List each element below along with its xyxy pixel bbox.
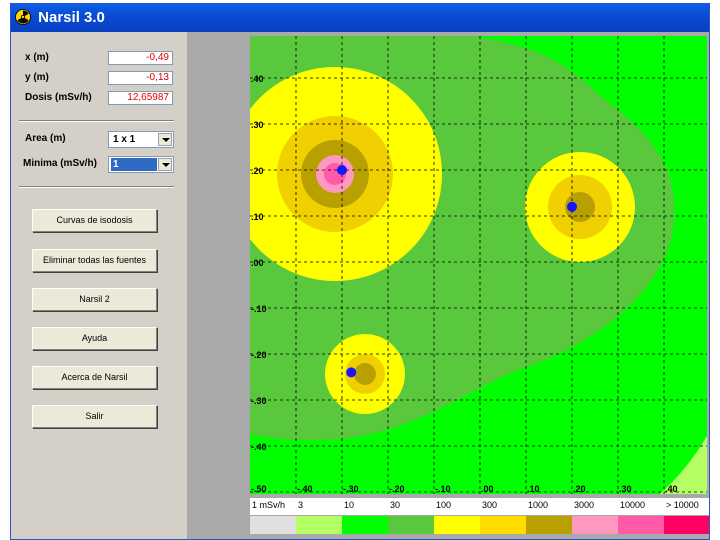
dose-map[interactable]: .40 .30 .20 .10 .00 -.10 -.20 -.30 -.40 -.50 -.40… bbox=[240, 36, 707, 494]
dose-label: Dosis (mSv/h) bbox=[25, 92, 92, 103]
legend-swatch bbox=[250, 516, 296, 534]
minima-label: Minima (mSv/h) bbox=[23, 158, 97, 169]
legend-swatch bbox=[342, 516, 388, 534]
dose-zone-olive bbox=[565, 192, 595, 222]
y-tick-label: .00 bbox=[251, 258, 264, 268]
x-label: x (m) bbox=[25, 52, 49, 63]
dose-band-1-3 bbox=[660, 436, 707, 494]
radiation-source-marker[interactable] bbox=[567, 201, 577, 212]
area-label: Area (m) bbox=[25, 133, 66, 144]
legend-swatch bbox=[480, 516, 526, 534]
dose-zone-olive bbox=[354, 363, 376, 385]
y-tick-label: -.40 bbox=[251, 442, 267, 452]
legend-swatch bbox=[434, 516, 480, 534]
legend-labels: 1 mSv/h 3 10 30 100 300 1000 3000 10000 > 10000 bbox=[250, 498, 709, 515]
legend-label: 1 mSv/h bbox=[252, 500, 286, 510]
y-tick-label: .10 bbox=[251, 212, 264, 222]
app-window: Narsil 3.0 x (m) -0,49 y (m) -0,13 Dosis… bbox=[10, 3, 710, 540]
legend-label: > 10000 bbox=[666, 500, 699, 510]
legend-label: 10000 bbox=[620, 500, 646, 510]
x-tick-label: .30 bbox=[619, 484, 632, 494]
minima-select[interactable]: 1 bbox=[108, 156, 174, 173]
map-grid bbox=[250, 36, 707, 494]
y-value-field: -0,13 bbox=[108, 71, 173, 85]
legend-colors bbox=[250, 516, 709, 534]
legend-label: 300 bbox=[482, 500, 498, 510]
y-axis-ticks: .40 .30 .20 .10 .00 -.10 -.20 -.30 -.40 bbox=[251, 74, 267, 452]
legend-swatch bbox=[296, 516, 342, 534]
radiation-source-marker[interactable] bbox=[337, 165, 347, 175]
window-title: Narsil 3.0 bbox=[38, 9, 105, 26]
area-select-value: 1 x 1 bbox=[113, 134, 136, 145]
legend-label: 30 bbox=[390, 500, 401, 510]
y-tick-label: -.30 bbox=[251, 396, 267, 406]
y-tick-label: .20 bbox=[251, 166, 264, 176]
y-tick-label: -.10 bbox=[251, 304, 267, 314]
legend-swatch bbox=[388, 516, 434, 534]
x-tick-label: .00 bbox=[481, 484, 494, 494]
legend-label: 3 bbox=[298, 500, 304, 510]
x-tick-label: -.40 bbox=[297, 484, 313, 494]
separator bbox=[19, 120, 174, 122]
x-tick-label: -.10 bbox=[435, 484, 451, 494]
x-tick-label: -.50 bbox=[251, 484, 267, 494]
legend-swatch bbox=[618, 516, 664, 534]
isodose-curves-button[interactable]: Curvas de isodosis bbox=[32, 209, 157, 232]
chevron-down-icon[interactable] bbox=[158, 133, 172, 146]
legend-swatch bbox=[572, 516, 618, 534]
area-select[interactable]: 1 x 1 bbox=[108, 131, 174, 148]
control-panel: x (m) -0,49 y (m) -0,13 Dosis (mSv/h) 12… bbox=[11, 32, 187, 539]
radiation-icon bbox=[15, 9, 31, 25]
y-tick-label: -.20 bbox=[251, 350, 267, 360]
x-tick-label: -.30 bbox=[343, 484, 359, 494]
legend-label: 100 bbox=[436, 500, 452, 510]
radiation-source-marker[interactable] bbox=[346, 367, 357, 378]
x-tick-label: .40 bbox=[665, 484, 678, 494]
x-tick-label: -.20 bbox=[389, 484, 405, 494]
legend-label: 1000 bbox=[528, 500, 549, 510]
y-tick-label: .40 bbox=[251, 74, 264, 84]
remove-all-sources-button[interactable]: Eliminar todas las fuentes bbox=[32, 249, 157, 272]
radiation-sources bbox=[337, 165, 577, 378]
x-tick-label: .10 bbox=[527, 484, 540, 494]
y-tick-label: .30 bbox=[251, 120, 264, 130]
x-tick-label: .20 bbox=[573, 484, 586, 494]
legend-label: 10 bbox=[344, 500, 355, 510]
x-axis-ticks: -.50 -.40 -.30 -.20 -.10 .00 .10 .20 .30 .40 bbox=[251, 484, 678, 494]
y-label: y (m) bbox=[25, 72, 49, 83]
map-left-strip bbox=[240, 36, 250, 494]
chevron-down-icon[interactable] bbox=[158, 158, 172, 171]
help-button[interactable]: Ayuda bbox=[32, 327, 157, 350]
legend-swatch bbox=[664, 516, 709, 534]
title-bar[interactable]: Narsil 3.0 bbox=[11, 4, 709, 32]
legend-swatch bbox=[526, 516, 572, 534]
x-value-field: -0,49 bbox=[108, 51, 173, 65]
narsil2-button[interactable]: Narsil 2 bbox=[32, 288, 157, 311]
legend-label: 3000 bbox=[574, 500, 595, 510]
separator bbox=[19, 186, 174, 188]
minima-select-value: 1 bbox=[111, 158, 157, 171]
dose-value-field: 12,65987 bbox=[108, 91, 173, 105]
exit-button[interactable]: Salir bbox=[32, 405, 157, 428]
about-button[interactable]: Acerca de Narsil bbox=[32, 366, 157, 389]
